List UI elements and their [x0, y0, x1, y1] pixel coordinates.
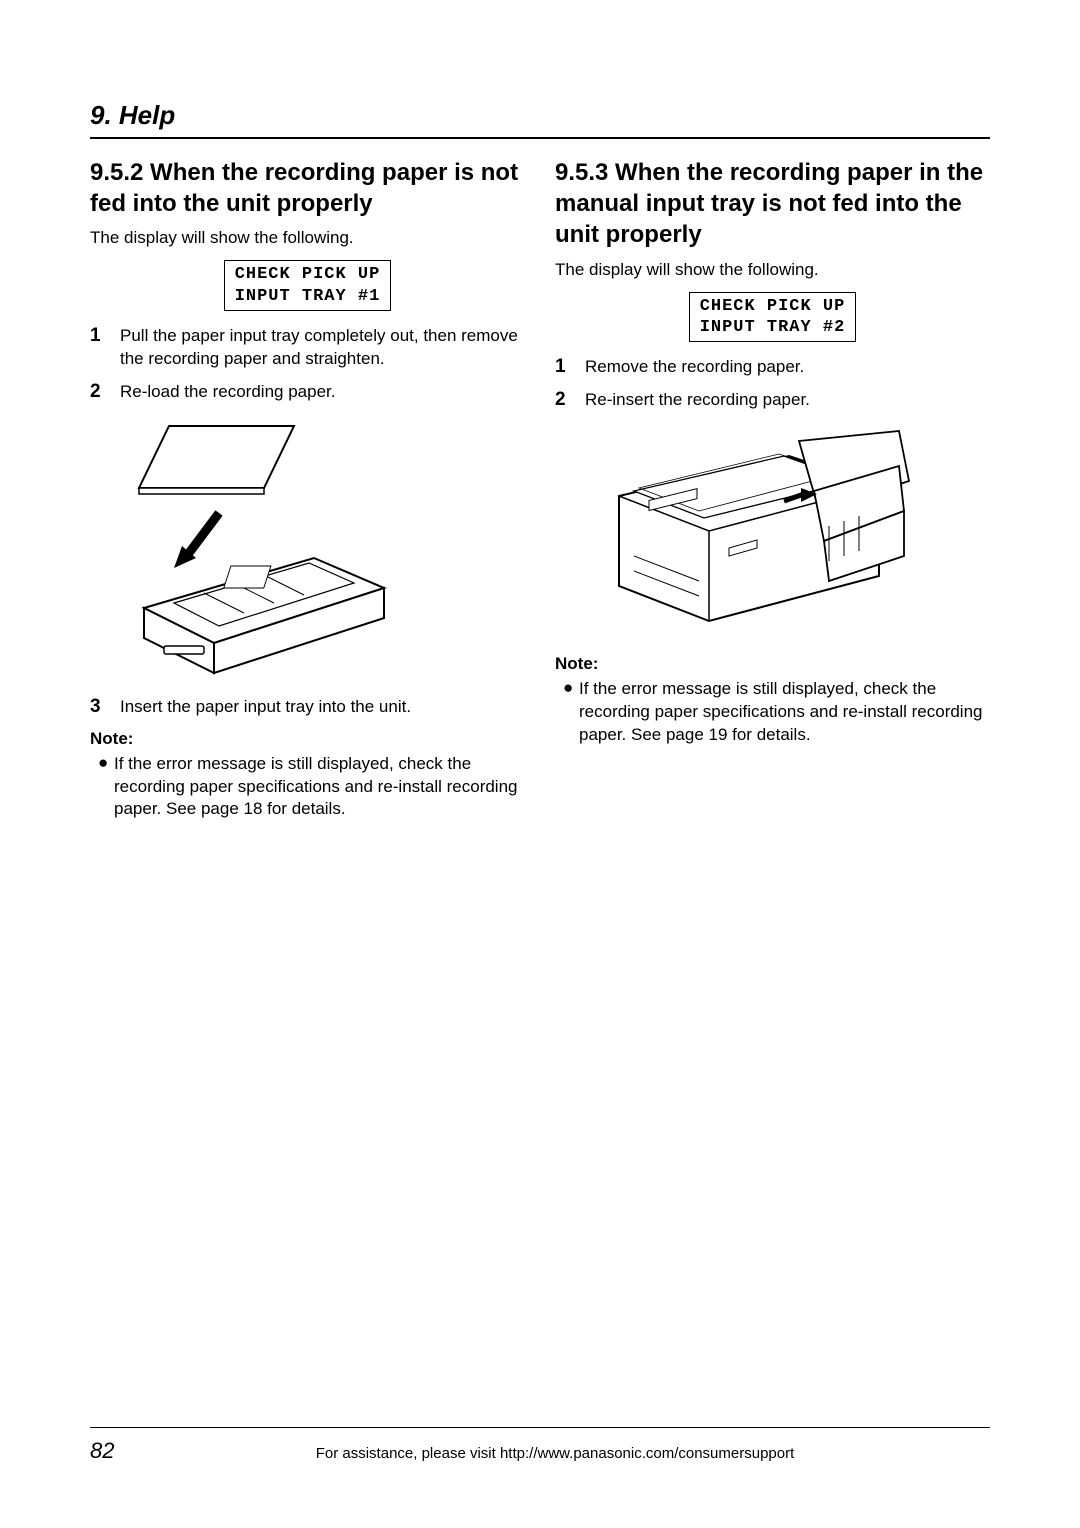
footer-line: 82 For assistance, please visit http://w… — [90, 1427, 990, 1464]
display-line1-left: CHECK PICK UP — [235, 264, 381, 285]
display-line1-right: CHECK PICK UP — [700, 296, 846, 317]
footer-assistance-text: For assistance, please visit http://www.… — [180, 1445, 990, 1462]
right-column: 9.5.3 When the recording paper in the ma… — [555, 157, 990, 821]
step-row: 1 Remove the recording paper. — [555, 356, 990, 379]
step-number: 1 — [90, 325, 120, 371]
step-text: Pull the paper input tray completely out… — [120, 325, 525, 371]
note-bullet-row: ● If the error message is still displaye… — [98, 753, 525, 822]
step-number: 1 — [555, 356, 585, 379]
intro-text-left: The display will show the following. — [90, 227, 525, 250]
step-number: 2 — [90, 381, 120, 404]
two-column-layout: 9.5.2 When the recording paper is not fe… — [90, 157, 990, 821]
display-line2-left: INPUT TRAY #1 — [235, 286, 381, 307]
paper-tray-illustration — [114, 418, 525, 678]
bullet-icon: ● — [98, 753, 114, 822]
step-text: Re-load the recording paper. — [120, 381, 335, 404]
left-column: 9.5.2 When the recording paper is not fe… — [90, 157, 525, 821]
step-row: 3 Insert the paper input tray into the u… — [90, 696, 525, 719]
tray-icon — [114, 418, 404, 678]
section-heading-left: 9.5.2 When the recording paper is not fe… — [90, 157, 525, 219]
section-heading-right: 9.5.3 When the recording paper in the ma… — [555, 157, 990, 251]
step-text: Remove the recording paper. — [585, 356, 804, 379]
printer-illustration — [579, 426, 990, 636]
lcd-display-left: CHECK PICK UP INPUT TRAY #1 — [224, 260, 392, 311]
step-row: 2 Re-insert the recording paper. — [555, 389, 990, 412]
step-number: 2 — [555, 389, 585, 412]
lcd-display-right: CHECK PICK UP INPUT TRAY #2 — [689, 292, 857, 343]
note-text-right: If the error message is still displayed,… — [579, 678, 990, 747]
note-bullet-row: ● If the error message is still displaye… — [563, 678, 990, 747]
chapter-header: 9. Help — [90, 100, 990, 139]
display-line2-right: INPUT TRAY #2 — [700, 317, 846, 338]
step-text: Re-insert the recording paper. — [585, 389, 810, 412]
intro-text-right: The display will show the following. — [555, 259, 990, 282]
step-text: Insert the paper input tray into the uni… — [120, 696, 411, 719]
chapter-title: 9. Help — [90, 100, 990, 131]
step-row: 1 Pull the paper input tray completely o… — [90, 325, 525, 371]
bullet-icon: ● — [563, 678, 579, 747]
step-row: 2 Re-load the recording paper. — [90, 381, 525, 404]
step-number: 3 — [90, 696, 120, 719]
page-footer: 82 For assistance, please visit http://w… — [90, 1427, 990, 1464]
page-number: 82 — [90, 1438, 180, 1464]
printer-icon — [579, 426, 919, 636]
note-label-left: Note: — [90, 729, 525, 749]
note-label-right: Note: — [555, 654, 990, 674]
note-text-left: If the error message is still displayed,… — [114, 753, 525, 822]
